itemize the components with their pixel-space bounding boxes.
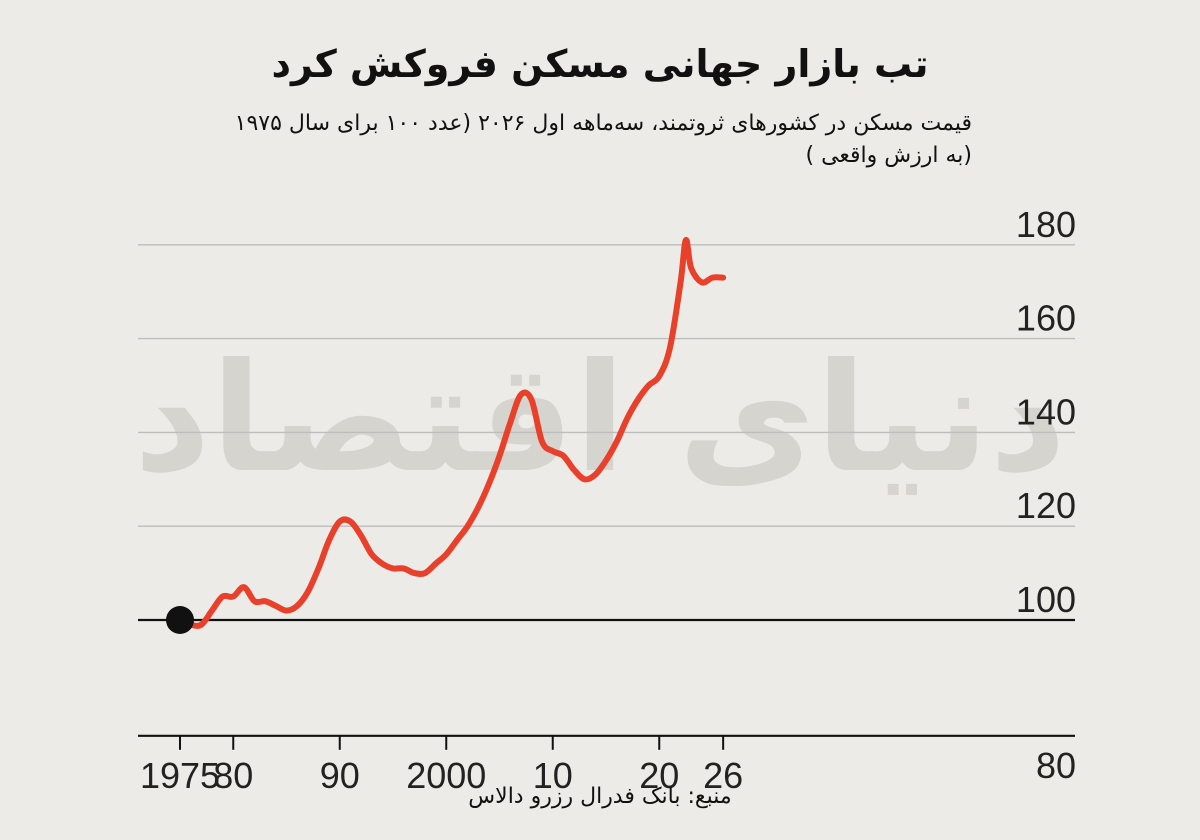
x-tick-label-2010: 10	[533, 755, 573, 796]
y-tick-label-140: 140	[1016, 391, 1076, 432]
start-marker-0	[166, 606, 194, 634]
x-tick-label-2026: 26	[703, 755, 743, 796]
marker-layer	[166, 606, 194, 634]
x-tick-label-2000: 2000	[406, 755, 486, 796]
grid-layer	[138, 244, 1075, 737]
y-tick-layer: 80 100 120 140 160 180	[1016, 204, 1076, 786]
y-tick-label-180: 180	[1016, 204, 1076, 245]
chart-title: تب بازار جهانی مسکن فروکش کرد	[271, 42, 929, 86]
x-tick-label-1975: 1975	[140, 755, 220, 796]
watermark-text: دنیای اقتصاد	[134, 332, 1067, 506]
chart-subtitle: قیمت مسکن در کشورهای ثروتمند، سه‌ماهه او…	[212, 108, 972, 172]
subtitle-line-1: قیمت مسکن در کشورهای ثروتمند، سه‌ماهه او…	[234, 111, 972, 136]
chart-source: منبع: بانک فدرال رزرو دالاس	[468, 784, 732, 809]
x-tick-label-1990: 90	[320, 755, 360, 796]
series-layer	[177, 237, 727, 629]
y-tick-label-160: 160	[1016, 298, 1076, 339]
x-tick-label-1980: 80	[213, 755, 253, 796]
series-line-0	[177, 237, 727, 629]
y-tick-label-100: 100	[1016, 579, 1076, 620]
subtitle-line-2: (به ارزش واقعی )	[805, 143, 972, 168]
y-tick-label-120: 120	[1016, 485, 1076, 526]
y-tick-label-80: 80	[1036, 745, 1076, 786]
x-tick-label-2020: 20	[639, 755, 679, 796]
watermark-layer: دنیای اقتصاد	[134, 332, 1067, 506]
